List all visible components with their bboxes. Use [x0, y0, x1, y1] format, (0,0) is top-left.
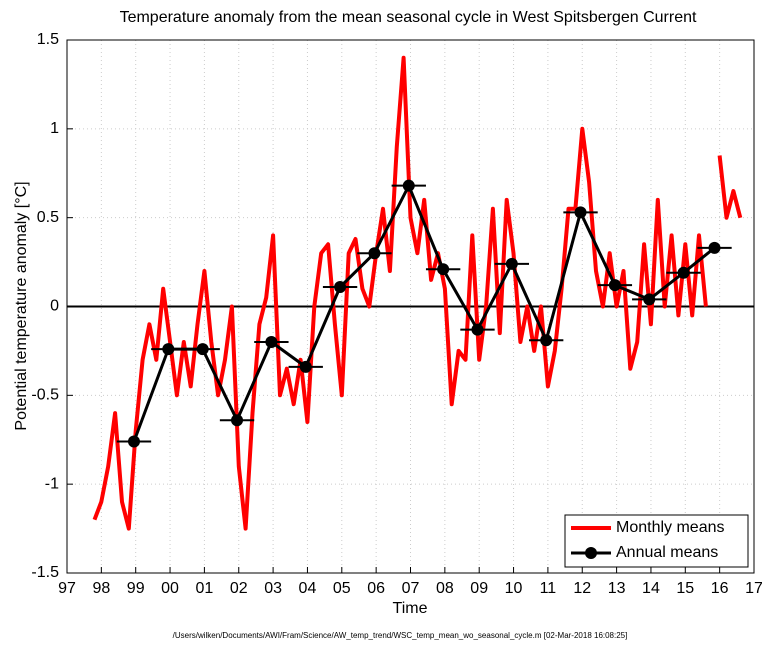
x-tick-label: 07	[402, 580, 420, 597]
x-axis-label: Time	[393, 600, 428, 617]
annual-marker	[708, 241, 721, 254]
x-tick-label: 03	[264, 580, 282, 597]
y-tick-label: 1.5	[37, 31, 59, 48]
x-tick-label: 98	[92, 580, 110, 597]
x-tick-label: 02	[230, 580, 248, 597]
annual-marker	[162, 343, 175, 356]
annual-marker	[368, 247, 381, 260]
x-tick-label: 06	[367, 580, 385, 597]
x-tick-label: 17	[745, 580, 762, 597]
footer: /Users/wilken/Documents/AWI/Fram/Science…	[173, 631, 628, 640]
x-tick-label: 04	[299, 580, 317, 597]
x-tick-label: 01	[196, 580, 214, 597]
x-tick-label: 99	[127, 580, 145, 597]
y-axis-label: Potential temperature anomaly [°C]	[13, 181, 30, 430]
x-tick-label: 08	[436, 580, 454, 597]
annual-marker	[299, 360, 312, 373]
y-tick-label: 0.5	[37, 209, 59, 226]
y-tick-label: -1.5	[31, 564, 59, 581]
legend-box	[564, 514, 749, 568]
annual-marker	[127, 435, 140, 448]
x-tick-label: 13	[608, 580, 626, 597]
annual-marker	[196, 343, 209, 356]
annual-marker	[574, 206, 587, 219]
plot-frame	[66, 39, 755, 574]
x-tick-label: 00	[161, 580, 179, 597]
annual-marker	[505, 257, 518, 270]
annual-marker	[677, 266, 690, 279]
x-tick-label: 11	[540, 580, 557, 597]
x-tick-label: 05	[333, 580, 351, 597]
x-tick-label: 97	[58, 580, 76, 597]
x-tick-label: 12	[573, 580, 591, 597]
x-tick-label: 14	[642, 580, 660, 597]
annual-marker	[265, 336, 278, 349]
y-tick-label: -1	[45, 475, 59, 492]
x-tick-label: 16	[711, 580, 729, 597]
legend-label: Monthly means	[616, 519, 725, 536]
monthly-line	[92, 55, 743, 531]
annual-marker	[471, 323, 484, 336]
annual-marker	[402, 179, 415, 192]
annual-marker	[643, 293, 656, 306]
x-tick-label: 10	[505, 580, 523, 597]
annual-marker	[334, 280, 347, 293]
annual-line	[132, 184, 716, 443]
x-tick-label: 15	[676, 580, 694, 597]
chart-title: Temperature anomaly from the mean season…	[120, 9, 697, 26]
x-tick-label: 09	[470, 580, 488, 597]
y-tick-label: -0.5	[31, 387, 59, 404]
y-tick-label: 1	[50, 120, 59, 137]
legend-marker	[585, 547, 597, 559]
annual-marker	[437, 263, 450, 276]
annual-marker	[231, 414, 244, 427]
y-tick-label: 0	[50, 298, 59, 315]
annual-marker	[540, 334, 553, 347]
legend-label: Annual means	[616, 544, 718, 561]
annual-marker	[608, 279, 621, 292]
